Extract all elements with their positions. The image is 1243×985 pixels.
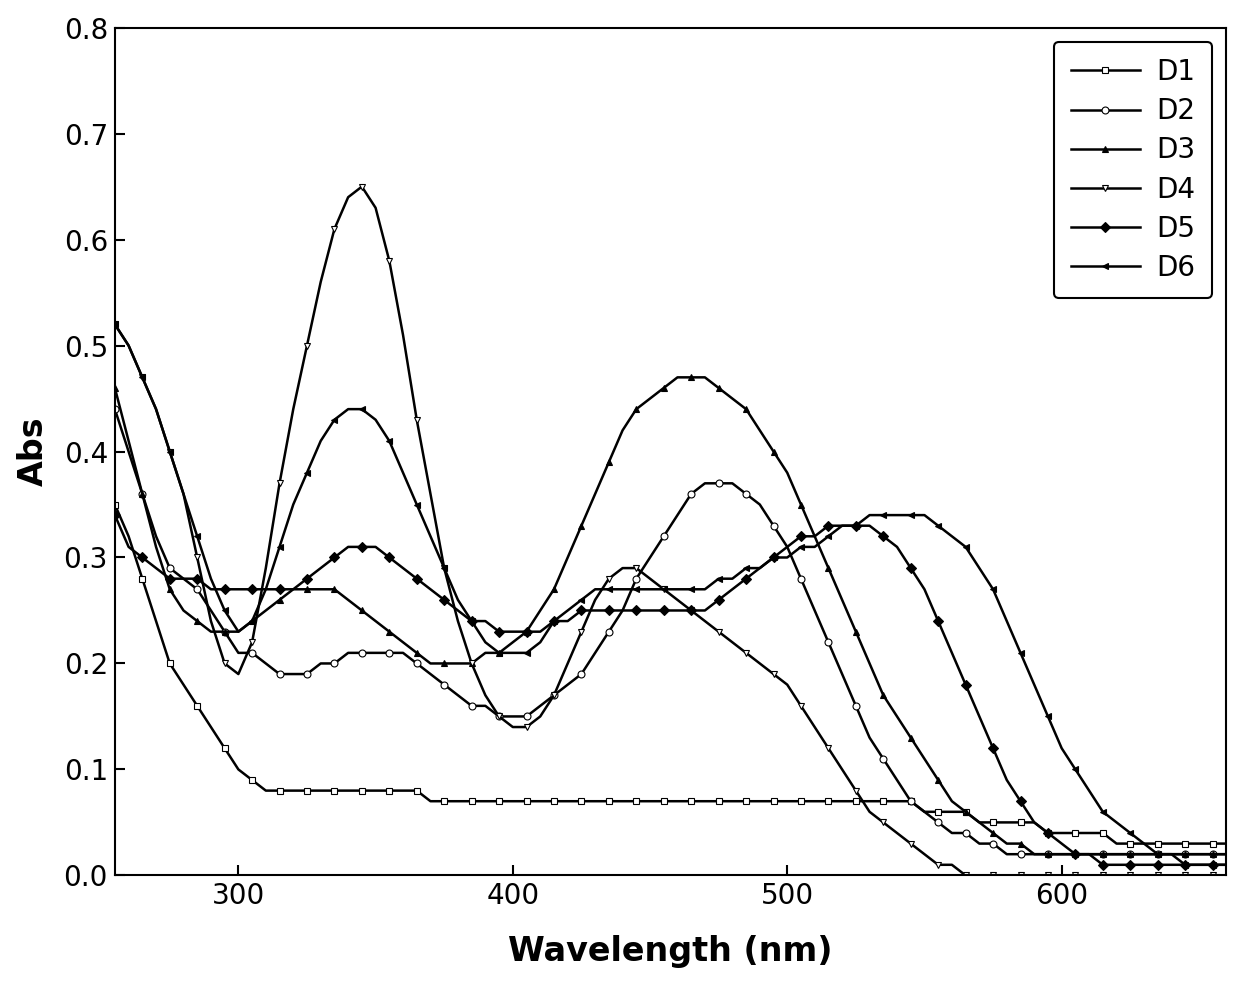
D4 — [436, 562, 451, 574]
D1 — [1109, 837, 1124, 849]
D2 — [107, 403, 122, 415]
D1 — [423, 795, 438, 807]
D5 — [107, 509, 122, 521]
D2 — [999, 848, 1014, 860]
D3 — [107, 382, 122, 394]
Line: D3: D3 — [112, 374, 1229, 858]
D4 — [999, 870, 1014, 882]
Line: D5: D5 — [112, 511, 1229, 868]
D1 — [368, 785, 383, 797]
D4 — [958, 870, 973, 882]
D2 — [368, 647, 383, 659]
D3 — [670, 371, 685, 383]
D4 — [382, 255, 397, 267]
D3 — [423, 658, 438, 670]
D5 — [999, 774, 1014, 786]
D6 — [1219, 859, 1234, 871]
D6 — [1177, 859, 1192, 871]
Line: D6: D6 — [112, 321, 1229, 868]
D4 — [354, 180, 369, 192]
D3 — [409, 647, 424, 659]
D2 — [1013, 848, 1028, 860]
D3 — [1219, 848, 1234, 860]
D2 — [409, 658, 424, 670]
X-axis label: Wavelength (nm): Wavelength (nm) — [508, 936, 833, 968]
D3 — [368, 616, 383, 627]
Line: D1: D1 — [112, 501, 1229, 847]
D1 — [629, 795, 644, 807]
D1 — [972, 817, 987, 828]
Y-axis label: Abs: Abs — [16, 417, 50, 487]
D6 — [107, 318, 122, 330]
D6 — [409, 498, 424, 510]
D5 — [368, 541, 383, 553]
D6 — [423, 530, 438, 542]
D3 — [986, 827, 1001, 839]
D3 — [629, 403, 644, 415]
D3 — [1013, 837, 1028, 849]
D6 — [368, 414, 383, 426]
D4 — [1219, 870, 1234, 882]
D2 — [629, 572, 644, 584]
D5 — [1219, 859, 1234, 871]
D4 — [107, 318, 122, 330]
D5 — [423, 583, 438, 595]
Line: D2: D2 — [112, 406, 1229, 858]
D4 — [423, 488, 438, 499]
D5 — [409, 572, 424, 584]
D1 — [1219, 837, 1234, 849]
D1 — [999, 817, 1014, 828]
D4 — [643, 572, 658, 584]
D5 — [972, 710, 987, 722]
Legend: D1, D2, D3, D4, D5, D6: D1, D2, D3, D4, D5, D6 — [1054, 41, 1212, 298]
D1 — [409, 785, 424, 797]
D3 — [1027, 848, 1042, 860]
D2 — [1219, 848, 1234, 860]
D6 — [629, 583, 644, 595]
D5 — [1095, 859, 1110, 871]
D1 — [107, 498, 122, 510]
D2 — [423, 668, 438, 680]
D5 — [629, 605, 644, 617]
D4 — [1027, 870, 1042, 882]
D2 — [972, 837, 987, 849]
Line: D4: D4 — [112, 183, 1229, 879]
D6 — [972, 562, 987, 574]
D6 — [999, 616, 1014, 627]
